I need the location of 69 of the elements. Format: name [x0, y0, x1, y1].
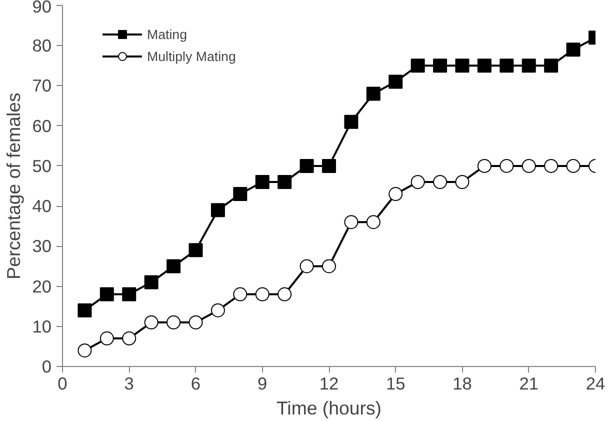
point: [78, 343, 92, 358]
point: [322, 158, 336, 173]
legend-label: Mating: [147, 26, 188, 42]
x-tick-label: 0: [58, 374, 68, 394]
point: [188, 315, 203, 330]
point: [255, 174, 270, 189]
point: [322, 259, 336, 274]
x-tick-label: 24: [586, 374, 606, 394]
point: [233, 187, 248, 202]
point: [344, 215, 358, 230]
point: [278, 174, 292, 189]
y-tick-label: 70: [32, 76, 52, 96]
point: [366, 86, 380, 101]
point: [100, 287, 114, 302]
y-tick-label: 40: [32, 196, 52, 216]
point: [233, 287, 248, 302]
point: [455, 58, 470, 73]
x-tick-label: 9: [258, 374, 268, 394]
point: [500, 58, 514, 73]
point: [144, 315, 158, 330]
x-tick-label: 18: [452, 374, 472, 394]
point: [144, 275, 158, 290]
y-tick-label: 0: [42, 356, 52, 376]
y-axis-title: Percentage of females: [3, 92, 24, 280]
point: [255, 287, 270, 302]
point: [210, 303, 225, 318]
legend-label: Multiply Mating: [147, 48, 236, 64]
point: [300, 158, 314, 173]
y-tick-label: 90: [32, 0, 52, 16]
point: [500, 158, 514, 173]
point: [433, 175, 448, 189]
point: [455, 175, 470, 189]
x-tick-label: 12: [319, 374, 339, 394]
point: [544, 158, 558, 173]
x-tick-label: 3: [124, 374, 134, 394]
y-tick-label: 20: [32, 276, 52, 296]
y-tick-label: 10: [32, 316, 52, 336]
point: [410, 58, 425, 73]
x-tick-label: 21: [519, 374, 539, 394]
point: [210, 203, 225, 218]
point: [300, 259, 314, 274]
point: [366, 215, 380, 230]
point: [344, 114, 358, 129]
point: [388, 187, 403, 202]
point: [544, 58, 558, 73]
point: [522, 158, 536, 173]
point: [566, 158, 580, 173]
point: [100, 331, 114, 346]
point: [278, 287, 292, 302]
point: [477, 58, 492, 73]
point: [166, 315, 181, 330]
point: [388, 74, 403, 89]
y-tick-label: 30: [32, 236, 52, 256]
point: [122, 287, 136, 302]
y-tick-label: 80: [32, 36, 52, 56]
point: [78, 303, 92, 318]
y-tick-label: 50: [32, 156, 52, 176]
point: [122, 331, 136, 346]
point: [566, 42, 580, 57]
point: [477, 158, 492, 173]
x-tick-label: 6: [190, 374, 201, 394]
point: [188, 243, 203, 258]
x-tick-label: 15: [386, 374, 406, 394]
point: [522, 58, 536, 73]
point: [410, 175, 425, 189]
point: [433, 58, 448, 73]
y-tick-label: 60: [32, 116, 52, 136]
point: [166, 259, 181, 274]
x-axis-title: Time (hours): [276, 398, 382, 418]
